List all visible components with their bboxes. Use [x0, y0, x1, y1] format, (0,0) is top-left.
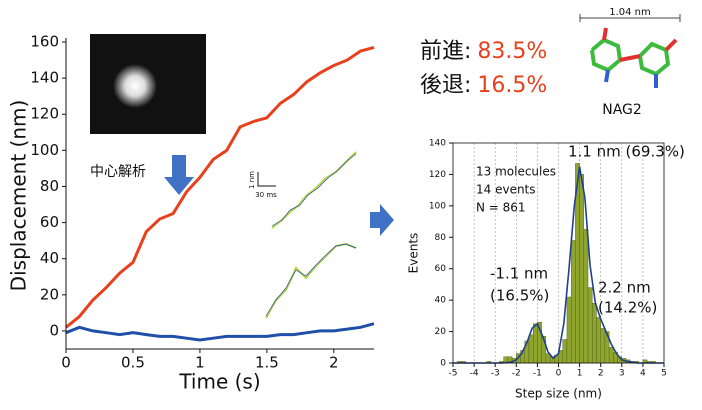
y-tick-label: 120	[30, 105, 59, 123]
molecule-bond	[619, 54, 641, 62]
summary-label: 前進:	[420, 39, 471, 64]
x-axis-title: Step size (nm)	[515, 387, 602, 401]
x-tick-label: 5	[661, 369, 667, 379]
summary-value: 83.5%	[477, 39, 547, 64]
y-tick-label: 140	[30, 69, 59, 87]
x-tick-label: 2	[598, 369, 604, 379]
x-tick-label: -2	[512, 369, 521, 379]
x-tick-label: 3	[619, 369, 625, 379]
x-axis-title: Time (s)	[178, 370, 260, 394]
x-tick-label: 2	[329, 354, 339, 372]
y-axis-title: Displacement (nm)	[7, 100, 31, 292]
molecule-ring	[590, 37, 623, 73]
y-tick-label: 80	[435, 233, 447, 243]
x-tick-label: 0.5	[121, 354, 145, 372]
y-tick-label: 60	[435, 264, 447, 274]
summary-line: 前進: 83.5%	[420, 39, 547, 64]
y-tick-label: 60	[40, 213, 59, 231]
molecule-scale: 1.04 nm	[609, 7, 651, 18]
scale-y: 1 nm	[248, 171, 256, 189]
y-tick-label: 80	[40, 177, 59, 195]
bar	[570, 240, 576, 364]
bar	[579, 174, 585, 364]
x-tick-label: -4	[470, 369, 479, 379]
scale-bar	[257, 172, 276, 187]
molecule-ring	[638, 41, 671, 77]
bar	[592, 303, 597, 364]
x-tick-label: -1	[533, 369, 542, 379]
x-tick-label: 1.5	[255, 354, 279, 372]
annotation: -1.1 nm	[490, 265, 548, 283]
y-tick-label: 140	[429, 139, 446, 149]
y-tick-label: 100	[429, 201, 446, 211]
annotation: N = 861	[476, 201, 526, 215]
molecule-name: NAG2	[602, 102, 642, 118]
inset-trace	[271, 153, 357, 227]
y-tick-label: 40	[40, 249, 59, 267]
data-line	[65, 322, 375, 342]
plot-frame	[452, 142, 665, 364]
annotation: 2.2 nm	[598, 279, 651, 297]
molecule-bond	[602, 27, 608, 41]
inset-label: 中心解析	[90, 164, 146, 180]
bar	[596, 317, 601, 364]
bar	[583, 229, 589, 364]
bar	[587, 287, 593, 364]
x-tick-label: 4	[640, 369, 646, 379]
x-tick-label: 0	[61, 354, 71, 372]
x-tick-label: 1	[577, 369, 583, 379]
scale-x: 30 ms	[255, 191, 277, 199]
annotation: (14.2%)	[598, 299, 657, 317]
bar	[608, 347, 614, 364]
molecule-bond	[604, 69, 610, 83]
annotation: 1.1 nm (69.3%)	[568, 143, 685, 161]
annotation: 13 molecules	[476, 165, 556, 179]
bar	[528, 334, 534, 364]
molecule-bond	[664, 38, 678, 52]
y-tick-label: 160	[30, 33, 59, 51]
bar	[532, 323, 538, 364]
bar	[566, 296, 572, 364]
data-line	[65, 45, 375, 329]
y-tick-label: 100	[30, 141, 59, 159]
molecule-drawing	[579, 14, 681, 88]
particle-spot	[113, 64, 157, 108]
y-tick-label: 20	[435, 327, 447, 337]
annotation: (16.5%)	[490, 287, 549, 305]
summary-line: 後退: 16.5%	[420, 73, 547, 98]
x-tick-label: -5	[449, 369, 458, 379]
summary-label: 後退:	[420, 73, 471, 98]
inset-trace	[265, 242, 357, 319]
summary-value: 16.5%	[477, 73, 547, 98]
y-tick-label: 0	[49, 321, 59, 339]
y-tick-label: 0	[440, 359, 446, 369]
bar	[562, 339, 568, 364]
y-tick-label: 20	[40, 285, 59, 303]
inset-trace	[265, 243, 357, 317]
annotation: 14 events	[476, 183, 536, 197]
right-arrow	[370, 204, 394, 236]
y-tick-label: 40	[435, 296, 447, 306]
y-tick-label: 120	[429, 170, 446, 180]
x-tick-label: -3	[491, 369, 500, 379]
x-tick-label: 1	[195, 354, 205, 372]
y-axis-title: Events	[407, 233, 421, 274]
down-arrow	[164, 155, 194, 195]
bar	[545, 353, 551, 364]
x-tick-label: 0	[556, 369, 562, 379]
bar	[600, 328, 606, 364]
